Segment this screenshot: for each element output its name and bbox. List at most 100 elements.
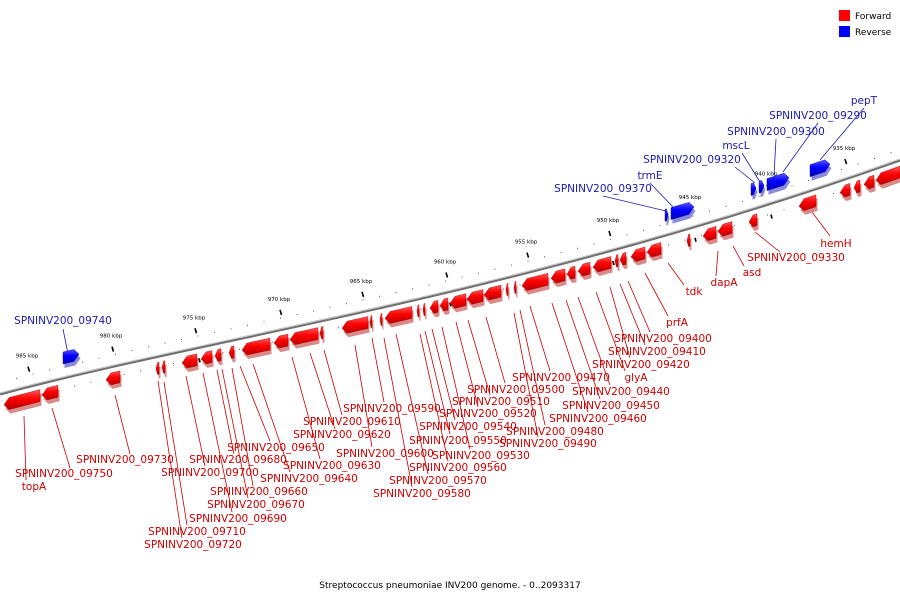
- forward-gene-label: SPNINV200_09630: [283, 460, 381, 472]
- forward-gene-label: SPNINV200_09530: [432, 450, 530, 462]
- gene-shadow: [424, 307, 427, 320]
- forward-gene-label: SPNINV200_09440: [572, 386, 670, 398]
- forward-gene-label: SPNINV200_09690: [189, 513, 287, 525]
- backbone-dot: [767, 214, 768, 216]
- backbone-dot: [841, 169, 842, 171]
- backbone-dot: [173, 363, 174, 365]
- leader-line: [252, 363, 291, 473]
- label-leaders: [23, 107, 865, 539]
- forward-gene-arrow: [319, 326, 324, 340]
- backbone-dot: [197, 335, 199, 337]
- gene-features: [3, 159, 900, 414]
- kbp-tick-mark: [526, 252, 530, 258]
- forward-gene-label: SPNINV200_09680: [189, 454, 287, 466]
- forward-gene-arrow: [181, 353, 198, 369]
- reverse-gene-label: SPNINV200_09290: [769, 110, 867, 122]
- forward-gene-label: SPNINV200_09560: [409, 462, 507, 474]
- backbone-dot: [668, 244, 669, 246]
- leader-line: [741, 152, 761, 183]
- reverse-gene-arrow: [750, 182, 757, 196]
- leader-line: [551, 302, 589, 413]
- backbone-dot: [577, 247, 578, 249]
- backbone-dot: [527, 260, 529, 262]
- forward-gene-arrow: [228, 345, 235, 359]
- forward-gene-label: SPNINV200_09610: [303, 416, 401, 428]
- leader-line: [577, 296, 611, 386]
- leader-line: [602, 195, 667, 212]
- leader-line: [811, 211, 831, 237]
- kbp-tick-mark: [694, 237, 697, 242]
- backbone-dot: [272, 341, 273, 343]
- reverse-gene-arrow: [670, 202, 695, 220]
- leader-line: [157, 380, 183, 539]
- backbone-dot: [338, 327, 339, 329]
- forward-gene-arrow: [155, 361, 160, 375]
- forward-gene-arrow: [646, 242, 662, 258]
- forward-gene-label: prfA: [666, 317, 689, 329]
- leader-line: [644, 272, 669, 317]
- backbone-dot: [494, 268, 496, 270]
- forward-gene-label: tdk: [686, 286, 704, 298]
- forward-gene-arrow: [566, 265, 576, 280]
- reverse-gene-label: pepT: [851, 95, 878, 107]
- leader-line: [529, 305, 551, 372]
- forward-gene-arrow: [369, 315, 373, 329]
- forward-gene-label: SPNINV200_09720: [144, 539, 242, 551]
- forward-gene-label: SPNINV200_09480: [506, 426, 604, 438]
- leader-line: [441, 326, 471, 450]
- forward-gene-arrow: [422, 303, 426, 316]
- genome-backbone-highlight: [0, 158, 900, 394]
- backbone-dot: [734, 224, 735, 226]
- reverse-gene-arrow: [758, 180, 765, 194]
- leader-line: [51, 407, 71, 469]
- forward-gene-label: SPNINV200_09600: [336, 448, 434, 460]
- reverse-gene-arrow: [809, 159, 831, 178]
- leader-line: [185, 375, 206, 467]
- reverse-gene-arrow: [62, 349, 80, 365]
- leader-line: [467, 319, 491, 396]
- kbp-tick-mark: [612, 260, 615, 266]
- forward-gene-label: asd: [743, 267, 762, 279]
- forward-gene-label: SPNINV200_09460: [549, 413, 647, 425]
- backbone-dot: [659, 225, 661, 227]
- backbone-dot: [239, 348, 240, 350]
- kbp-tick-label: 950 kbp: [597, 218, 620, 224]
- forward-gene-arrow: [105, 370, 121, 386]
- forward-gene-label: SPNINV200_09420: [592, 359, 690, 371]
- backbone-dot: [181, 339, 182, 341]
- kbp-tick-label: 960 kbp: [434, 259, 457, 265]
- backbone-dot: [379, 295, 380, 297]
- backbone-dot: [503, 288, 504, 290]
- forward-gene-label: SPNINV200_09450: [562, 400, 660, 412]
- leader-line: [565, 299, 601, 400]
- backbone-dot: [461, 276, 463, 278]
- forward-gene-arrow: [550, 268, 566, 284]
- leader-line: [609, 286, 631, 359]
- backbone-dot: [478, 272, 479, 274]
- forward-gene-arrow: [416, 304, 420, 318]
- backbone-dot: [280, 317, 281, 319]
- genome-backbone: [0, 158, 900, 396]
- backbone-dot: [544, 256, 545, 258]
- forward-gene-arrow: [273, 333, 289, 349]
- leader-line: [23, 415, 27, 481]
- forward-gene-label: SPNINV200_09640: [260, 473, 358, 485]
- backbone-dot: [783, 209, 785, 211]
- backbone-dot: [98, 357, 100, 359]
- forward-gene-arrow: [505, 283, 509, 296]
- forward-gene-label: SPNINV200_09650: [227, 442, 325, 454]
- legend-forward-swatch: [839, 10, 850, 21]
- backbone-dot: [395, 292, 397, 294]
- backbone-dot: [560, 252, 562, 254]
- backbone-dot: [692, 215, 694, 217]
- forward-gene-label: SPNINV200_09490: [499, 438, 597, 450]
- backbone-dot: [263, 321, 265, 323]
- forward-gene-arrow: [614, 254, 619, 268]
- backbone-dot: [82, 361, 83, 363]
- leader-line: [819, 107, 865, 161]
- forward-gene-arrow: [379, 313, 383, 326]
- backbone-dot: [362, 299, 364, 301]
- backbone-dot: [874, 157, 875, 159]
- forward-gene-label: SPNINV200_09620: [293, 429, 391, 441]
- reverse-gene-label: SPNINV200_09320: [643, 154, 741, 166]
